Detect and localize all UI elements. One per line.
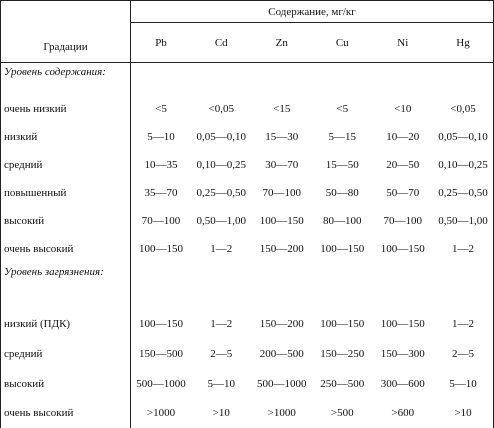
cell-value: 30—70 — [265, 158, 299, 171]
cell-value: 150—250 — [320, 347, 365, 360]
cell-value: <15 — [273, 102, 291, 115]
row-label: повышенный — [0, 178, 131, 207]
cell-value: 70—100 — [383, 214, 423, 227]
cell-value: 15—30 — [265, 130, 299, 143]
cell-value: 0,10—0,25 — [196, 158, 247, 171]
cell-value: 5—10 — [147, 130, 175, 143]
cell-value: 100—150 — [380, 242, 425, 255]
content-header: Содержание, мг/кг — [130, 0, 494, 23]
cell-value: 50—70 — [386, 186, 420, 199]
cell-value: >1000 — [130, 398, 191, 428]
row-label: очень высокий — [0, 398, 131, 428]
cell-value: 0,25—0,50 — [196, 186, 247, 199]
element-header: Zn — [251, 22, 312, 63]
row-label: очень низкий — [0, 94, 131, 123]
cell-value: 0,25—0,50 — [433, 178, 494, 207]
data-row: средний 150—500 2—5 200—500 150—250 150—300 2—… — [0, 338, 494, 369]
cell-value: <10 — [394, 102, 412, 115]
cell-value: <5 — [155, 102, 167, 115]
row-label: низкий — [0, 122, 131, 151]
data-row: высокий 70—100 0,50—1,00 100—150 80—100 70—10… — [0, 206, 494, 235]
cell-value: 0,10—0,25 — [433, 150, 494, 179]
cell-value: 10—20 — [386, 130, 420, 143]
element-header: Cd — [191, 22, 252, 63]
cell-value: 5—10 — [207, 377, 236, 390]
cell-value: 100—150 — [139, 242, 183, 255]
cell-value: 150—500 — [139, 347, 183, 360]
cell-value: >1000 — [251, 398, 312, 428]
cell-value: 20—50 — [386, 158, 420, 171]
cell-value: 100—150 — [259, 214, 304, 227]
cell-value: >10 — [191, 398, 252, 428]
section-row: Уровень загрязнения: — [0, 262, 494, 309]
cell-value: 5—15 — [328, 130, 357, 143]
cell-value: 150—300 — [380, 347, 425, 360]
section-row: Уровень содержания: — [0, 62, 494, 95]
cell-value: 200—500 — [259, 347, 304, 360]
cell-value: 500—1000 — [136, 377, 186, 390]
cell-value: 0,50—1,00 — [196, 214, 247, 227]
cell-value: 100—150 — [320, 317, 365, 330]
row-label: высокий — [0, 368, 131, 399]
row-label: очень высокий — [0, 234, 131, 263]
cell-value: >10 — [433, 398, 494, 428]
cell-value: 0,50—1,00 — [433, 206, 494, 235]
cell-value: >500 — [312, 398, 373, 428]
cell-value: 1—2 — [210, 317, 233, 330]
cell-value: 0,05—0,10 — [196, 130, 247, 143]
section-title: Уровень загрязнения: — [0, 262, 131, 309]
cell-value: 10—35 — [144, 158, 178, 171]
section-filler — [130, 62, 494, 95]
cell-value: 300—600 — [380, 377, 425, 390]
cell-value: 150—200 — [259, 317, 304, 330]
cell-value: 0,05—0,10 — [433, 122, 494, 151]
element-row: Pb Cd Zn Cu Ni Hg — [1, 22, 494, 63]
element-header: Hg — [433, 22, 494, 63]
section-title: Уровень содержания: — [0, 62, 131, 95]
cell-value: 500—1000 — [257, 377, 307, 390]
cell-value: 150—200 — [259, 242, 304, 255]
data-row: очень низкий <5 <0,05 <15 <5 <10 <0,05 — [0, 94, 494, 123]
cell-value: <0,05 — [433, 94, 494, 123]
cell-value: 70—100 — [141, 214, 181, 227]
section-filler — [130, 262, 494, 309]
header-row: Градации Содержание, мг/кг — [0, 0, 494, 63]
gradations-header: Градации — [0, 0, 131, 63]
cell-value: <5 — [336, 102, 349, 115]
cell-value: >600 — [372, 398, 433, 428]
data-row: низкий 5—10 0,05—0,10 15—30 5—15 10—20 0,05—0,… — [0, 122, 494, 151]
cell-value: 80—100 — [323, 214, 362, 227]
cell-value: 70—100 — [262, 186, 302, 199]
data-row: повышенный 35—70 0,25—0,50 70—100 50—80 50—70… — [0, 178, 494, 207]
cell-value: 2—5 — [433, 338, 494, 369]
element-header: Cu — [312, 22, 373, 63]
cell-value: 50—80 — [325, 186, 359, 199]
row-label: средний — [0, 150, 131, 179]
data-row: средний 10—35 0,10—0,25 30—70 15—50 20—50 0,10… — [0, 150, 494, 179]
cell-value: 250—500 — [320, 377, 365, 390]
cell-value: 1—2 — [210, 242, 233, 255]
cell-value: <0,05 — [208, 102, 234, 115]
cell-value: 15—50 — [325, 158, 359, 171]
cell-value: 35—70 — [144, 186, 178, 199]
element-header: Ni — [372, 22, 433, 63]
cell-value: 100—150 — [380, 317, 425, 330]
row-label: низкий (ПДК) — [0, 308, 131, 339]
data-row: низкий (ПДК) 100—150 1—2 150—200 100—150 100—… — [0, 308, 494, 339]
cell-value: 5—10 — [433, 368, 494, 399]
cell-value: 1—2 — [433, 308, 494, 339]
row-label: средний — [0, 338, 131, 369]
data-row: высокий 500—1000 5—10 500—1000 250—500 300—60… — [0, 368, 494, 399]
element-header: Pb — [130, 22, 191, 63]
cell-value: 1—2 — [433, 234, 494, 263]
data-row: очень высокий 100—150 1—2 150—200 100—150 100… — [0, 234, 494, 263]
data-row: очень высокий >1000 >10 >1000 >500 >600 >10 — [0, 398, 494, 428]
row-label: высокий — [0, 206, 131, 235]
cell-value: 100—150 — [320, 242, 365, 255]
cell-value: 100—150 — [139, 317, 183, 330]
cell-value: 2—5 — [210, 347, 233, 360]
